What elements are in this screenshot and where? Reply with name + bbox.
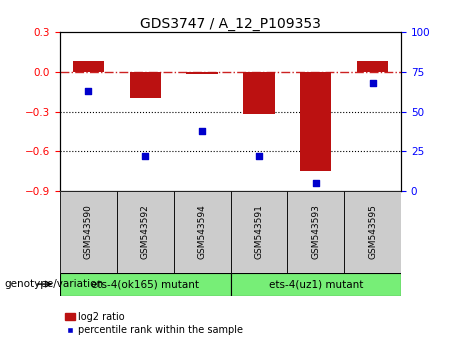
Title: GDS3747 / A_12_P109353: GDS3747 / A_12_P109353 — [140, 17, 321, 31]
Text: GSM543590: GSM543590 — [84, 204, 93, 259]
Bar — [60, 191, 117, 273]
Bar — [230, 191, 287, 273]
Legend: log2 ratio, percentile rank within the sample: log2 ratio, percentile rank within the s… — [65, 312, 243, 335]
Bar — [60, 273, 230, 296]
Bar — [287, 191, 344, 273]
Text: GSM543593: GSM543593 — [311, 204, 320, 259]
Text: ets-4(ok165) mutant: ets-4(ok165) mutant — [91, 279, 199, 289]
Point — [369, 80, 376, 86]
Bar — [357, 61, 388, 72]
Text: ets-4(uz1) mutant: ets-4(uz1) mutant — [269, 279, 363, 289]
Bar — [186, 72, 218, 74]
Bar — [130, 72, 161, 98]
Text: GSM543592: GSM543592 — [141, 205, 150, 259]
Text: GSM543594: GSM543594 — [198, 205, 207, 259]
Bar — [174, 191, 230, 273]
Point — [312, 180, 319, 186]
Point — [142, 153, 149, 159]
Text: GSM543595: GSM543595 — [368, 204, 377, 259]
Bar — [117, 191, 174, 273]
Bar — [230, 273, 401, 296]
Bar — [300, 72, 331, 171]
Bar — [243, 72, 275, 114]
Point — [198, 128, 206, 133]
Bar — [73, 61, 104, 72]
Point — [85, 88, 92, 93]
Point — [255, 153, 263, 159]
Bar — [344, 191, 401, 273]
Text: GSM543591: GSM543591 — [254, 204, 263, 259]
Text: genotype/variation: genotype/variation — [5, 279, 104, 289]
